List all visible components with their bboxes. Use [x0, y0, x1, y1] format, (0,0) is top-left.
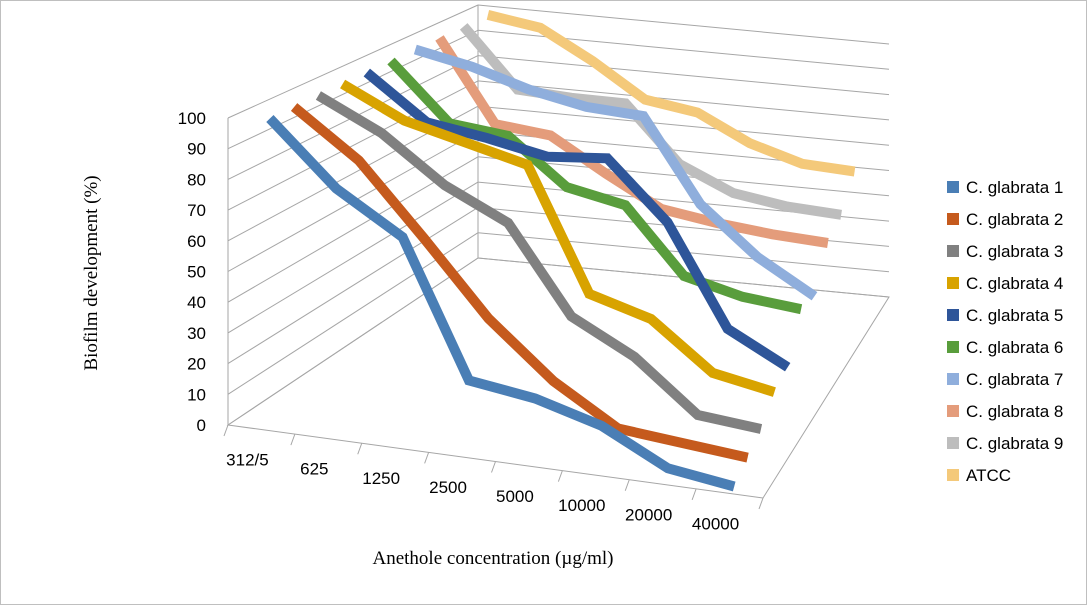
y-tick-label: 100: [178, 109, 206, 128]
legend-item: C. glabrata 7: [947, 370, 1063, 389]
series-line: [270, 118, 735, 486]
legend-swatch: [947, 213, 959, 225]
legend-swatch: [947, 181, 959, 193]
y-tick-labels: 0 10 20 30 40 50 60 70 80 90 100: [178, 109, 206, 435]
legend-swatch: [947, 309, 959, 321]
y-tick-label: 10: [187, 385, 206, 404]
x-tick-mark: [358, 443, 362, 454]
legend-swatch: [947, 469, 959, 481]
legend-item: C. glabrata 1: [947, 178, 1063, 197]
legend-item: C. glabrata 2: [947, 210, 1063, 229]
legend-label: ATCC: [966, 466, 1011, 485]
legend-item: ATCC: [947, 466, 1011, 485]
x-tick-mark: [558, 471, 562, 482]
x-tick-mark: [692, 489, 696, 500]
x-axis-label: Anethole concentration (µg/ml): [373, 548, 614, 569]
legend: C. glabrata 1 C. glabrata 2 C. glabrata 3 C…: [947, 178, 1063, 485]
back-wall-gridline: [478, 30, 889, 69]
chart-series: [270, 15, 855, 487]
x-tick-mark: [224, 425, 228, 436]
side-wall-gridline: [228, 81, 478, 210]
x-tick-label: 312/5: [226, 451, 269, 470]
legend-swatch: [947, 437, 959, 449]
y-tick-label: 20: [187, 355, 206, 374]
x-tick-label: 1250: [362, 469, 400, 488]
legend-item: C. glabrata 6: [947, 338, 1063, 357]
y-tick-label: 40: [187, 293, 206, 312]
legend-label: C. glabrata 4: [966, 274, 1063, 293]
y-tick-label: 50: [187, 263, 206, 282]
legend-swatch: [947, 277, 959, 289]
legend-label: C. glabrata 1: [966, 178, 1063, 197]
legend-item: C. glabrata 4: [947, 274, 1063, 293]
y-tick-label: 80: [187, 170, 206, 189]
x-tick-mark: [492, 462, 496, 473]
y-tick-label: 70: [187, 201, 206, 220]
y-axis-label: Biofilm development (%): [81, 175, 102, 370]
side-wall-gridline: [228, 207, 478, 363]
legend-item: C. glabrata 5: [947, 306, 1063, 325]
legend-label: C. glabrata 2: [966, 210, 1063, 229]
x-tick-label: 20000: [625, 505, 672, 524]
x-tick-label: 10000: [558, 496, 605, 515]
x-tick-label: 2500: [429, 478, 467, 497]
y-tick-label: 90: [187, 140, 206, 159]
legend-item: C. glabrata 8: [947, 402, 1063, 421]
y-tick-label: 30: [187, 324, 206, 343]
chart-walls: [224, 5, 889, 509]
legend-swatch: [947, 405, 959, 417]
x-tick-mark: [425, 452, 429, 463]
legend-swatch: [947, 245, 959, 257]
x-tick-label: 625: [300, 460, 328, 479]
legend-label: C. glabrata 7: [966, 370, 1063, 389]
y-tick-label: 0: [197, 416, 206, 435]
x-tick-mark: [291, 434, 295, 445]
legend-label: C. glabrata 8: [966, 402, 1063, 421]
legend-label: C. glabrata 6: [966, 338, 1063, 357]
x-tick-mark: [759, 498, 763, 509]
legend-label: C. glabrata 9: [966, 434, 1063, 453]
legend-swatch: [947, 341, 959, 353]
x-tick-label: 5000: [496, 487, 534, 506]
y-tick-label: 60: [187, 232, 206, 251]
legend-item: C. glabrata 3: [947, 242, 1063, 261]
legend-label: C. glabrata 3: [966, 242, 1063, 261]
x-tick-mark: [625, 480, 629, 491]
series-line-path: [270, 119, 734, 487]
legend-swatch: [947, 373, 959, 385]
x-tick-label: 40000: [692, 514, 739, 533]
legend-item: C. glabrata 9: [947, 434, 1063, 453]
legend-label: C. glabrata 5: [966, 306, 1063, 325]
